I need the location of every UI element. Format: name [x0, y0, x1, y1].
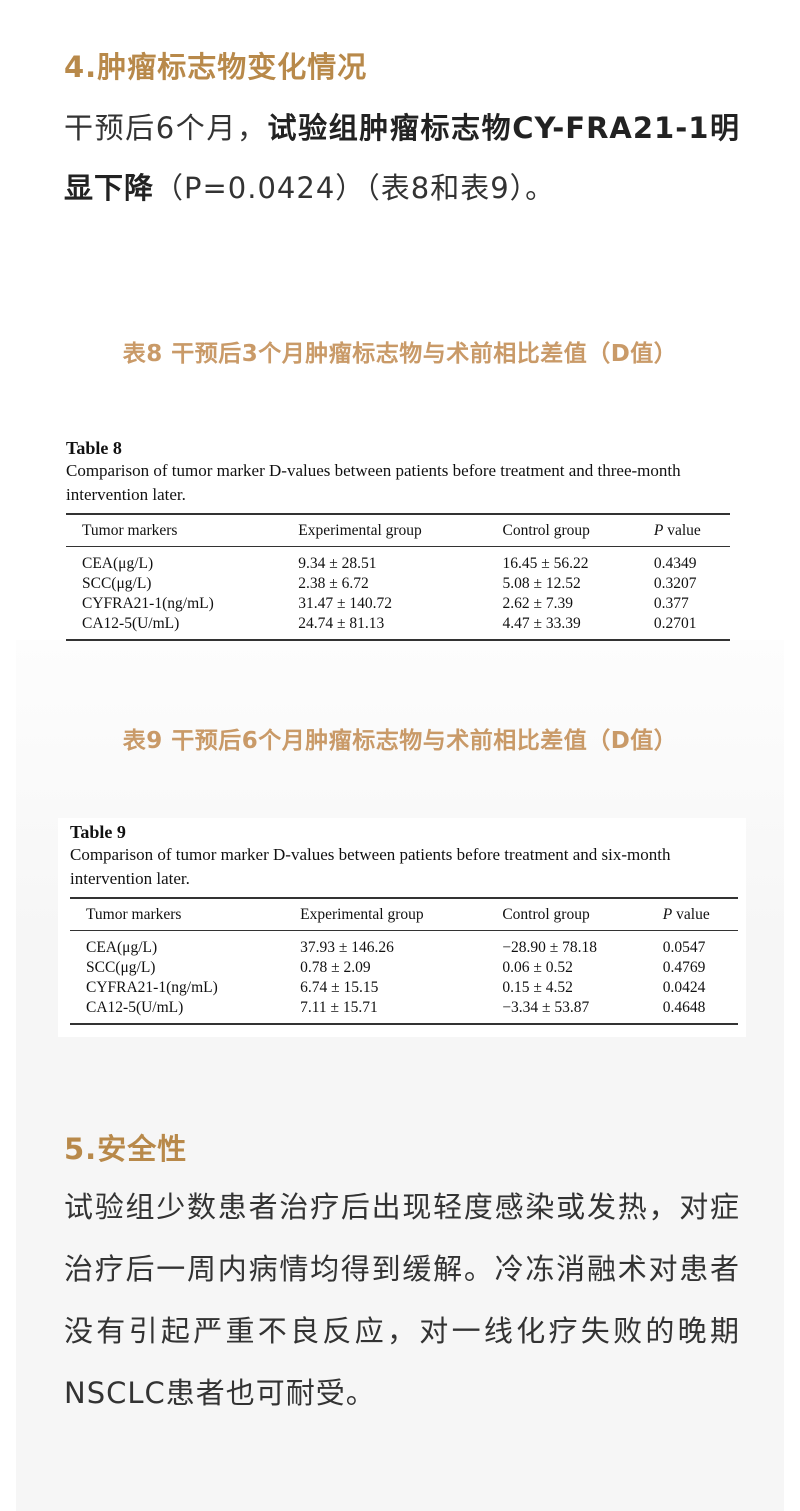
cell: 0.2701 [637, 614, 730, 641]
table-8-caption: 表8 干预后3个月肿瘤标志物与术前相比差值（D值） [122, 341, 678, 367]
table-9: Table 9 Comparison of tumor marker D-val… [58, 818, 746, 1037]
column-header: Tumor markers [70, 897, 285, 931]
cell: 37.93 ± 146.26 [300, 939, 394, 956]
cell: CA12-5(U/mL) [70, 998, 285, 1025]
column-header: Control group [486, 513, 638, 547]
p-label: P [653, 522, 664, 539]
table-row: CYFRA21-1(ng/mL) 6.74 ± 15.15 0.15 ± 4.52 0… [70, 978, 738, 998]
cell: 2.38 ± 6.72 [298, 575, 369, 592]
cell: CEA(μg/L) [82, 555, 154, 572]
column-header: Experimental group [282, 513, 487, 547]
cell: 0.3207 [653, 575, 697, 592]
section-5-paragraph: 试验组少数患者治疗后出现轻度感染或发热，对症治疗后一周内病情均得到缓解。冷冻消融… [64, 1190, 740, 1410]
column-header: P value [637, 513, 730, 547]
para-text: （P=0.0424）（表8和表9）。 [154, 171, 556, 205]
table-row: CA12-5(U/mL) 24.74 ± 81.13 4.47 ± 33.39 0.2… [66, 614, 730, 641]
table-header-row: Tumor markers Experimental group Control… [70, 897, 738, 931]
column-header: Tumor markers [66, 513, 283, 547]
cell: 0.78 ± 2.09 [300, 959, 371, 976]
cell: 31.47 ± 140.72 [298, 595, 393, 612]
table-row: CEA(μg/L) 37.93 ± 146.26 −28.90 ± 78.18 0.0… [70, 931, 738, 959]
cell: CEA(μg/L) [86, 939, 158, 956]
cell: 0.0424 [662, 979, 706, 996]
cell: 2.62 ± 7.39 [502, 595, 574, 612]
table-row: CA12-5(U/mL) 7.11 ± 15.71 −3.34 ± 53.87 0.4… [70, 998, 738, 1025]
p-value-label: value [676, 906, 710, 923]
cell: 0.15 ± 4.52 [502, 979, 573, 996]
cell: 4.47 ± 33.39 [486, 614, 638, 641]
p-value-label: value [667, 522, 701, 539]
cell: 0.06 ± 0.52 [502, 959, 573, 976]
content-background-panel [16, 640, 784, 1511]
table-row: CEA(μg/L) 9.34 ± 28.51 16.45 ± 56.22 0.4349 [66, 547, 730, 575]
table-row: CYFRA21-1(ng/mL) 31.47 ± 140.72 2.62 ± 7.3… [66, 594, 730, 614]
column-header: Experimental group [284, 897, 487, 931]
cell: 24.74 ± 81.13 [282, 614, 487, 641]
cell: 0.4648 [646, 998, 738, 1025]
cell: 7.11 ± 15.71 [284, 998, 487, 1025]
cell: 0.377 [653, 595, 689, 612]
cell: 9.34 ± 28.51 [298, 555, 377, 572]
table-title: Table 8 [66, 438, 122, 458]
para-text: 干预后6个月， [64, 111, 268, 145]
section-4-heading: 4.肿瘤标志物变化情况 [64, 50, 368, 84]
table-8: Table 8 Comparison of tumor marker D-val… [66, 438, 730, 641]
column-header: Control group [486, 897, 647, 931]
cell: 5.08 ± 12.52 [502, 575, 581, 592]
table-title: Table 9 [70, 822, 126, 842]
cell: 0.4769 [662, 959, 706, 976]
cell: −3.34 ± 53.87 [486, 998, 647, 1025]
p-label: P [662, 906, 673, 923]
cell: 16.45 ± 56.22 [502, 555, 589, 572]
cell: CYFRA21-1(ng/mL) [82, 595, 214, 612]
table-description: Comparison of tumor marker D-values betw… [66, 461, 681, 504]
cell: CYFRA21-1(ng/mL) [86, 979, 218, 996]
cell: 0.0547 [662, 939, 706, 956]
cell: −28.90 ± 78.18 [502, 939, 598, 956]
cell: 6.74 ± 15.15 [300, 979, 379, 996]
cell: SCC(μg/L) [82, 575, 152, 592]
table-9-caption: 表9 干预后6个月肿瘤标志物与术前相比差值（D值） [122, 728, 678, 754]
section-5-heading: 5.安全性 [64, 1132, 188, 1166]
cell: SCC(μg/L) [86, 959, 156, 976]
para-bold-text: 试验组肿瘤标志物CY-FRA21-1明显下降 [64, 111, 741, 205]
cell: 0.4349 [653, 555, 697, 572]
cell: CA12-5(U/mL) [66, 614, 283, 641]
table-row: SCC(μg/L) 2.38 ± 6.72 5.08 ± 12.52 0.3207 [66, 574, 730, 594]
table-row: SCC(μg/L) 0.78 ± 2.09 0.06 ± 0.52 0.4769 [70, 958, 738, 978]
table-description: Comparison of tumor marker D-values betw… [70, 845, 671, 888]
section-4-paragraph: 干预后6个月，试验组肿瘤标志物CY-FRA21-1明显下降（P=0.0424）（… [64, 98, 740, 218]
table-header-row: Tumor markers Experimental group Control… [66, 513, 730, 547]
column-header: P value [646, 897, 738, 931]
